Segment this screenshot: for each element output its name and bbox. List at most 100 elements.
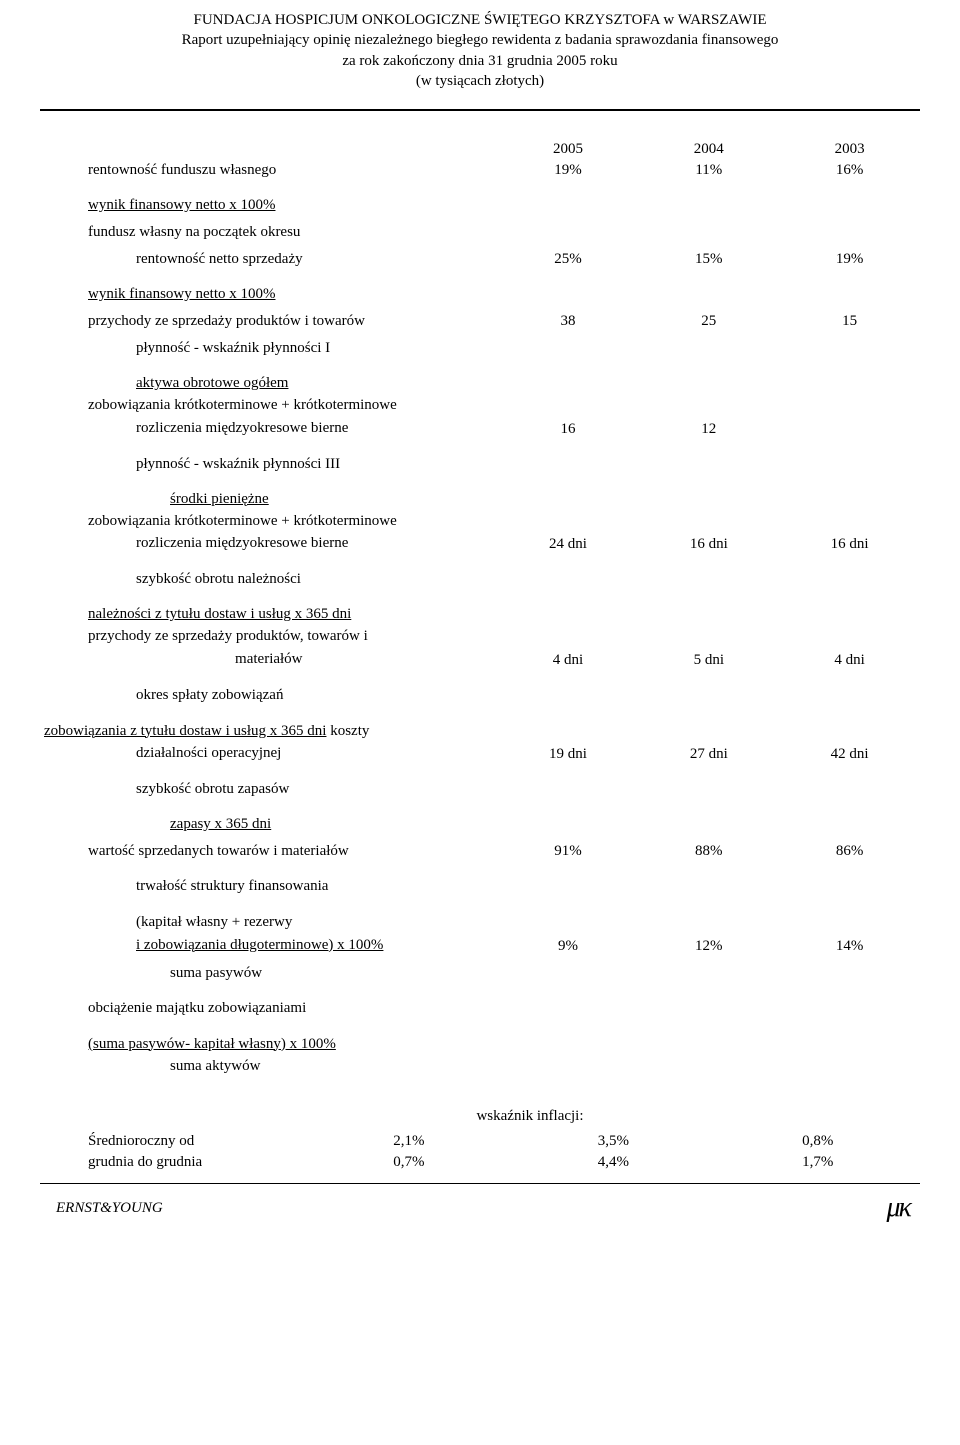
row-label: obciążenie majątku zobowiązaniami [40,998,498,1019]
table-row: szybkość obrotu należności [40,569,920,590]
row-label: działalności operacyjnej [40,742,498,765]
row-label: rozliczenia międzyokresowe bierne [40,417,498,440]
row-label: rozliczenia międzyokresowe bierne [40,532,498,555]
row-label: zapasy x 365 dni [170,816,271,832]
cell: 5 dni [638,648,779,671]
page-footer: ERNST&YOUNG μκ [40,1190,920,1224]
row-label: środki pieniężne [170,491,269,507]
row-label: rentowność funduszu własnego [40,160,498,181]
header-rule [40,109,920,111]
cell: 24 dni [498,532,639,555]
row-label: przychody ze sprzedaży produktów, towaró… [40,625,498,648]
row-label-part1: zobowiązania z tytułu dostaw i usług x 3… [44,723,326,739]
table-row: rozliczenia międzyokresowe bierne 16 12 [40,417,920,440]
table-row: i zobowiązania długoterminowe) x 100% 9%… [40,934,920,957]
table-row: płynność - wskaźnik płynności III [40,454,920,475]
row-label: wartość sprzedanych towarów i materiałów [40,841,498,862]
table-row: zobowiązania krótkoterminowe + krótkoter… [40,394,920,417]
cell: 2,1% [307,1131,511,1152]
cell: 16% [779,160,920,181]
table-row: suma aktywów [40,1055,920,1078]
cell: 86% [779,841,920,862]
table-row: wynik finansowy netto x 100% [40,195,920,216]
table-row: wartość sprzedanych towarów i materiałów… [40,841,920,862]
row-label: suma pasywów [40,963,498,984]
cell: 16 dni [779,532,920,555]
header-line-1: FUNDACJA HOSPICJUM ONKOLOGICZNE ŚWIĘTEGO… [40,10,920,30]
row-label: Średnioroczny od [40,1131,307,1152]
signature-icon: μκ [887,1192,911,1224]
table-row: rozliczenia międzyokresowe bierne 24 dni… [40,532,920,555]
table-row: zapasy x 365 dni [40,814,920,835]
table-row: Średnioroczny od 2,1% 3,5% 0,8% [40,1131,920,1152]
table-row: zobowiązania krótkoterminowe + krótkoter… [40,510,920,533]
cell: 25% [498,249,639,270]
table-row: rentowność netto sprzedaży 25% 15% 19% [40,249,920,270]
table-row: działalności operacyjnej 19 dni 27 dni 4… [40,742,920,765]
col-year-2: 2004 [638,139,779,160]
row-label: wynik finansowy netto x 100% [88,197,275,213]
table-row: aktywa obrotowe ogółem [40,373,920,394]
cell: 0,7% [307,1152,511,1173]
cell: 38 [498,311,639,332]
cell: 4 dni [779,648,920,671]
cell: 19% [498,160,639,181]
table-row: (suma pasywów- kapitał własny) x 100% [40,1033,920,1056]
table-row: fundusz własny na początek okresu [40,222,920,243]
row-label: szybkość obrotu zapasów [40,779,498,800]
cell: 25 [638,311,779,332]
cell: 11% [638,160,779,181]
row-label: suma aktywów [40,1055,498,1078]
table-row: przychody ze sprzedaży produktów, towaró… [40,625,920,648]
table-row: obciążenie majątku zobowiązaniami [40,998,920,1019]
cell: 14% [779,934,920,957]
table-row: (kapitał własny + rezerwy [40,911,920,934]
table-row: trwałość struktury finansowania [40,876,920,897]
row-label-part2: koszty [326,723,369,739]
row-label: przychody ze sprzedaży produktów i towar… [40,311,498,332]
row-label: aktywa obrotowe ogółem [136,375,288,391]
header-line-4: (w tysiącach złotych) [40,71,920,91]
cell: 27 dni [638,742,779,765]
cell: 16 dni [638,532,779,555]
row-label: (kapitał własny + rezerwy [40,911,498,934]
cell: 91% [498,841,639,862]
financial-table: 2005 2004 2003 rentowność funduszu własn… [40,139,920,1078]
cell: 15% [638,249,779,270]
cell: 1,7% [716,1152,920,1173]
cell: 4 dni [498,648,639,671]
row-label: płynność - wskaźnik płynności I [40,338,498,359]
table-header-row: 2005 2004 2003 [40,139,920,160]
cell: 0,8% [716,1131,920,1152]
inflation-table: Średnioroczny od 2,1% 3,5% 0,8% grudnia … [40,1131,920,1173]
header-line-2: Raport uzupełniający opinię niezależnego… [40,30,920,50]
cell: 19% [779,249,920,270]
table-row: przychody ze sprzedaży produktów i towar… [40,311,920,332]
inflation-block: wskaźnik inflacji: Średnioroczny od 2,1%… [40,1108,920,1173]
row-label: (suma pasywów- kapitał własny) x 100% [88,1036,336,1052]
table-row: szybkość obrotu zapasów [40,779,920,800]
table-row: suma pasywów [40,963,920,984]
col-year-3: 2003 [779,139,920,160]
row-label: szybkość obrotu należności [40,569,498,590]
cell: 19 dni [498,742,639,765]
inflation-title: wskaźnik inflacji: [140,1108,920,1125]
row-label: fundusz własny na początek okresu [40,222,498,243]
header-line-3: za rok zakończony dnia 31 grudnia 2005 r… [40,51,920,71]
row-label: i zobowiązania długoterminowe) x 100% [136,937,383,953]
page-header: FUNDACJA HOSPICJUM ONKOLOGICZNE ŚWIĘTEGO… [40,10,920,91]
table-row: rentowność funduszu własnego 19% 11% 16% [40,160,920,181]
cell: 3,5% [511,1131,715,1152]
row-label: okres spłaty zobowiązań [40,685,498,706]
cell: 88% [638,841,779,862]
cell: 12% [638,934,779,957]
row-label: trwałość struktury finansowania [40,876,498,897]
table-row: grudnia do grudnia 0,7% 4,4% 1,7% [40,1152,920,1173]
cell: 15 [779,311,920,332]
row-label: zobowiązania krótkoterminowe + krótkoter… [40,510,498,533]
row-label: grudnia do grudnia [40,1152,307,1173]
table-row: zobowiązania z tytułu dostaw i usług x 3… [40,720,920,743]
col-year-1: 2005 [498,139,639,160]
table-row: wynik finansowy netto x 100% [40,284,920,305]
table-row: materiałów 4 dni 5 dni 4 dni [40,648,920,671]
